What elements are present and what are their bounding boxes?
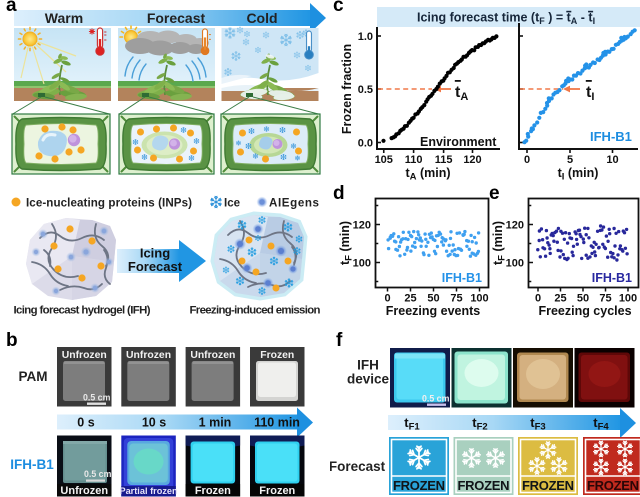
svg-text:Icing forecast hydrogel (IFH): Icing forecast hydrogel (IFH): [14, 305, 151, 317]
svg-text:110 min: 110 min: [254, 416, 300, 430]
svg-text:0.5: 0.5: [358, 84, 373, 96]
svg-text:0: 0: [384, 293, 390, 305]
svg-text:AIEgens: AIEgens: [269, 197, 319, 210]
svg-text:100: 100: [506, 258, 524, 270]
svg-text:FROZEN: FROZEN: [522, 478, 574, 493]
svg-text:IFH-B1: IFH-B1: [590, 129, 632, 144]
svg-text:device: device: [347, 372, 390, 387]
svg-text:Ice: Ice: [224, 197, 241, 210]
svg-text:Icing: Icing: [140, 246, 170, 261]
svg-text:IFH-B1: IFH-B1: [442, 271, 482, 285]
svg-text:tA: tA: [455, 84, 468, 103]
svg-text:Unfrozen: Unfrozen: [126, 350, 171, 361]
svg-text:Icing forecast time (tF ) = tA: Icing forecast time (tF ) = tA - tI: [417, 11, 595, 27]
svg-text:115: 115: [435, 154, 453, 166]
svg-text:Freezing-induced emission: Freezing-induced emission: [190, 305, 321, 317]
svg-text:25: 25: [404, 293, 416, 305]
svg-text:IFH-B1: IFH-B1: [10, 457, 54, 472]
svg-text:25: 25: [554, 293, 566, 305]
svg-text:IFH-B1: IFH-B1: [592, 271, 632, 285]
svg-text:Forecast: Forecast: [330, 459, 386, 474]
svg-text:1.0: 1.0: [358, 31, 373, 43]
svg-text:Frozen: Frozen: [259, 485, 295, 497]
svg-text:tI: tI: [586, 84, 594, 103]
svg-text:Environment: Environment: [420, 135, 497, 149]
svg-text:Partial frozen: Partial frozen: [119, 486, 178, 496]
svg-text:120: 120: [353, 220, 371, 232]
svg-text:Frozen fraction: Frozen fraction: [340, 44, 354, 134]
svg-text:Frozen: Frozen: [195, 485, 231, 497]
svg-text:105: 105: [375, 154, 393, 166]
svg-text:120: 120: [506, 220, 524, 232]
svg-text:PAM: PAM: [19, 369, 48, 384]
svg-text:50: 50: [427, 293, 439, 305]
svg-text:tI (min): tI (min): [558, 166, 599, 183]
svg-text:Forecast: Forecast: [128, 259, 183, 274]
svg-text:0.5 cm: 0.5 cm: [84, 469, 112, 479]
svg-text:10 s: 10 s: [142, 416, 166, 430]
svg-text:75: 75: [599, 293, 611, 305]
svg-text:0 s: 0 s: [77, 416, 94, 430]
svg-text:tF (min): tF (min): [338, 221, 355, 265]
svg-text:Frozen: Frozen: [260, 350, 294, 361]
svg-text:0.5 cm: 0.5 cm: [83, 393, 111, 403]
svg-text:110: 110: [405, 154, 423, 166]
svg-text:Ice-nucleating proteins (INPs): Ice-nucleating proteins (INPs): [26, 197, 192, 210]
svg-text:10: 10: [606, 154, 618, 166]
svg-text:Forecast: Forecast: [147, 10, 206, 26]
svg-text:IFH: IFH: [357, 358, 379, 373]
svg-text:0.0: 0.0: [358, 138, 373, 150]
svg-text:0: 0: [524, 154, 530, 166]
svg-text:100: 100: [470, 293, 488, 305]
svg-text:100: 100: [619, 293, 637, 305]
svg-text:tA (min): tA (min): [405, 166, 450, 183]
svg-text:tF (min): tF (min): [491, 221, 508, 265]
svg-text:0.5 cm: 0.5 cm: [422, 394, 450, 404]
svg-text:1 min: 1 min: [199, 416, 232, 430]
svg-text:0: 0: [535, 293, 541, 305]
svg-text:50: 50: [577, 293, 589, 305]
svg-text:Warm: Warm: [45, 10, 83, 26]
svg-text:Freezing cycles: Freezing cycles: [538, 304, 631, 318]
svg-text:Freezing events: Freezing events: [386, 304, 481, 318]
svg-text:FROZEN: FROZEN: [587, 478, 639, 493]
svg-text:Unfrozen: Unfrozen: [62, 350, 107, 361]
svg-text:75: 75: [450, 293, 462, 305]
svg-text:120: 120: [463, 154, 481, 166]
svg-text:FROZEN: FROZEN: [458, 478, 510, 493]
svg-text:Cold: Cold: [246, 10, 277, 26]
svg-text:5: 5: [567, 154, 573, 166]
svg-text:FROZEN: FROZEN: [393, 478, 445, 493]
svg-text:100: 100: [353, 258, 371, 270]
svg-text:Unfrozen: Unfrozen: [190, 350, 235, 361]
svg-text:Unfrozen: Unfrozen: [60, 485, 108, 497]
